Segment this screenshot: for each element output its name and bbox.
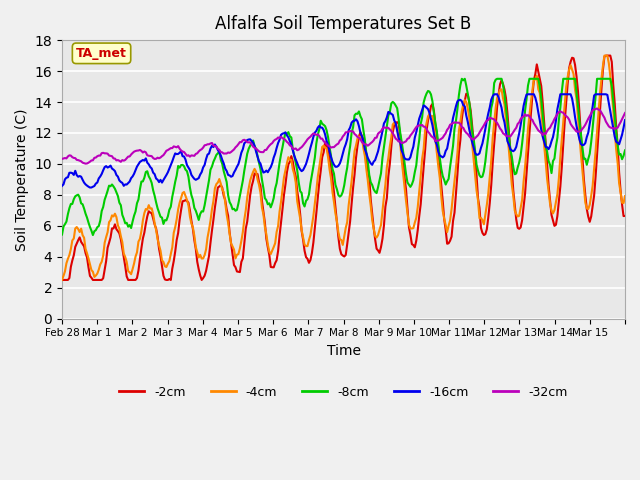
- -32cm: [97, 153, 104, 158]
- -2cm: [621, 213, 629, 219]
- X-axis label: Time: Time: [326, 344, 360, 358]
- -8cm: [58, 232, 66, 238]
- -4cm: [460, 101, 467, 107]
- Legend: -2cm, -4cm, -8cm, -16cm, -32cm: -2cm, -4cm, -8cm, -16cm, -32cm: [115, 381, 573, 404]
- -16cm: [620, 125, 627, 131]
- -16cm: [77, 174, 85, 180]
- -4cm: [95, 267, 102, 273]
- Line: -16cm: -16cm: [62, 94, 625, 188]
- -16cm: [97, 174, 104, 180]
- -4cm: [58, 277, 66, 283]
- -8cm: [621, 147, 629, 153]
- -16cm: [58, 183, 66, 189]
- -16cm: [490, 91, 498, 97]
- -2cm: [348, 201, 355, 207]
- Text: TA_met: TA_met: [76, 47, 127, 60]
- -32cm: [545, 126, 552, 132]
- Y-axis label: Soil Temperature (C): Soil Temperature (C): [15, 108, 29, 251]
- Title: Alfalfa Soil Temperatures Set B: Alfalfa Soil Temperatures Set B: [216, 15, 472, 33]
- -16cm: [461, 104, 468, 109]
- -2cm: [95, 277, 102, 283]
- Line: -8cm: -8cm: [62, 79, 625, 235]
- -8cm: [349, 124, 357, 130]
- Line: -4cm: -4cm: [62, 56, 625, 280]
- -16cm: [86, 185, 94, 191]
- -4cm: [621, 193, 629, 199]
- -8cm: [89, 232, 97, 238]
- -32cm: [620, 113, 627, 119]
- -32cm: [77, 158, 85, 164]
- -2cm: [618, 202, 626, 207]
- -8cm: [77, 201, 85, 206]
- -32cm: [593, 106, 601, 111]
- Line: -32cm: -32cm: [62, 108, 625, 164]
- -8cm: [546, 162, 554, 168]
- -2cm: [77, 239, 85, 245]
- -8cm: [458, 76, 466, 82]
- -32cm: [82, 161, 90, 167]
- -4cm: [618, 200, 626, 205]
- -32cm: [58, 156, 66, 162]
- -2cm: [58, 277, 66, 283]
- -16cm: [546, 144, 554, 149]
- -2cm: [543, 161, 551, 167]
- -16cm: [621, 117, 629, 123]
- -8cm: [97, 218, 104, 224]
- -32cm: [621, 110, 629, 116]
- -4cm: [348, 178, 355, 184]
- -4cm: [77, 226, 85, 231]
- -32cm: [461, 128, 468, 134]
- -2cm: [602, 53, 610, 59]
- Line: -2cm: -2cm: [62, 56, 625, 280]
- -4cm: [543, 176, 551, 181]
- -8cm: [620, 153, 627, 159]
- -32cm: [349, 129, 357, 134]
- -2cm: [460, 105, 467, 111]
- -4cm: [600, 53, 608, 59]
- -8cm: [463, 83, 470, 88]
- -16cm: [349, 118, 357, 124]
